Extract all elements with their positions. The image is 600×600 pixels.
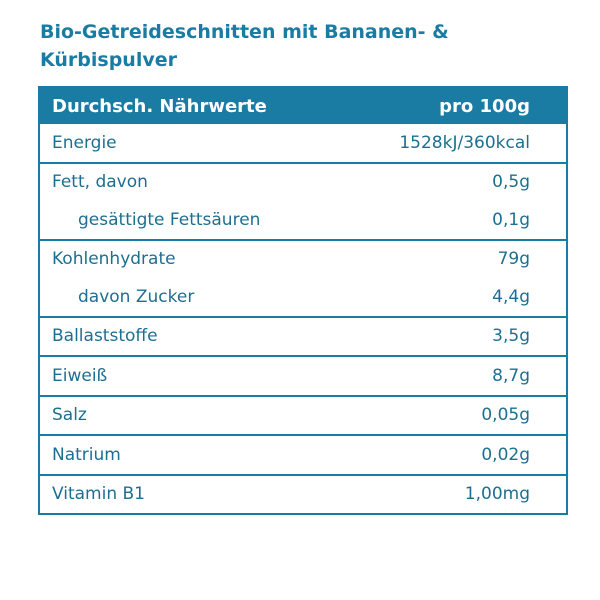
product-title: Bio-Getreideschnitten mit Bananen- & Kür… (40, 21, 449, 71)
nutrient-group: Fett, davon 0,5g gesättigte Fettsäuren 0,1g (40, 161, 566, 239)
nutrient-label: Eiweiß (52, 365, 108, 386)
nutrient-group: Kohlenhydrate 79g davon Zucker 4,4g (40, 238, 566, 316)
table-header: Durchsch. Nährwerte pro 100g (40, 88, 566, 124)
nutrient-group: Ballaststoffe 3,5g (40, 315, 566, 356)
table-row: Ballaststoffe 3,5g (40, 318, 566, 356)
header-value: pro 100g (439, 95, 530, 117)
nutrient-label: Natrium (52, 444, 121, 465)
table-row: Salz 0,05g (40, 397, 566, 435)
nutrient-group: Energie 1528kJ/360kcal (40, 124, 566, 162)
table-row: Fett, davon 0,5g (40, 164, 566, 202)
nutrient-label: davon Zucker (78, 286, 195, 307)
nutrient-value: 3,5g (492, 326, 530, 347)
nutrient-label: Salz (52, 405, 87, 426)
nutrient-value: 1528kJ/360kcal (399, 132, 530, 153)
header-label: Durchsch. Nährwerte (52, 95, 267, 117)
table-row: Vitamin B1 1,00mg (40, 476, 566, 514)
nutrient-value: 0,5g (492, 172, 530, 193)
nutrient-label: Fett, davon (52, 172, 148, 193)
table-row: Eiweiß 8,7g (40, 357, 566, 395)
table-row: Natrium 0,02g (40, 436, 566, 474)
table-row: Energie 1528kJ/360kcal (40, 124, 566, 162)
nutrient-label: gesättigte Fettsäuren (78, 209, 261, 230)
nutrient-group: Salz 0,05g (40, 394, 566, 435)
nutrient-label: Vitamin B1 (52, 484, 146, 505)
table-row: gesättigte Fettsäuren 0,1g (40, 201, 566, 239)
nutrient-value: 4,4g (492, 286, 530, 307)
nutrient-group: Eiweiß 8,7g (40, 355, 566, 395)
table-row: davon Zucker 4,4g (40, 278, 566, 316)
nutrient-group: Vitamin B1 1,00mg (40, 473, 566, 514)
nutrient-value: 8,7g (492, 365, 530, 386)
nutrition-table: Durchsch. Nährwerte pro 100g Energie 1528… (38, 86, 568, 515)
nutrient-value: 0,02g (481, 444, 530, 465)
nutrient-label: Ballaststoffe (52, 326, 158, 347)
nutrient-value: 0,1g (492, 209, 530, 230)
table-row: Kohlenhydrate 79g (40, 241, 566, 279)
nutrient-value: 0,05g (481, 405, 530, 426)
nutrient-group: Natrium 0,02g (40, 434, 566, 474)
nutrient-label: Kohlenhydrate (52, 249, 176, 270)
nutrient-value: 79g (497, 249, 530, 270)
nutrient-label: Energie (52, 132, 117, 153)
nutrient-value: 1,00mg (464, 484, 530, 505)
